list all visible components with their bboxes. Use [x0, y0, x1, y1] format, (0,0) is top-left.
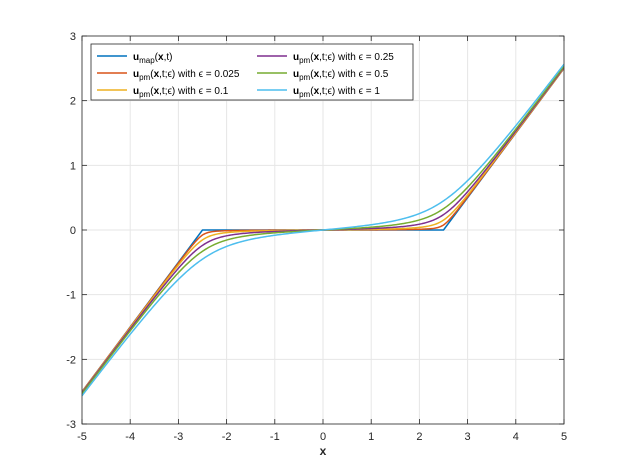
y-tick-label: 1 — [70, 160, 76, 172]
legend-subscript: pm — [139, 73, 150, 82]
legend-arg: x — [154, 86, 160, 97]
x-tick-label: 2 — [416, 431, 422, 443]
y-tick-labels: -3 -2 -1 0 1 2 3 — [66, 31, 76, 431]
series-line-5 — [82, 63, 564, 397]
legend-arg: x — [314, 52, 320, 63]
legend-arg: x — [314, 69, 320, 80]
legend-arg: ,t;ϵ) with ϵ = 0.025 — [159, 69, 240, 80]
legend-symbol: u — [293, 86, 299, 97]
x-tick-label: 4 — [513, 431, 519, 443]
legend-subscript: map — [139, 56, 155, 65]
x-tick-label: -1 — [270, 431, 280, 443]
legend-entry: upm(x,t;ϵ) with ϵ = 0.25 — [293, 52, 394, 65]
x-tick-label: -5 — [77, 431, 87, 443]
x-tick-label: 1 — [368, 431, 374, 443]
y-tick-label: -3 — [66, 419, 76, 431]
legend-entry: umap(x,t) — [133, 52, 172, 65]
y-tick-label: 3 — [70, 31, 76, 43]
legend-arg: x — [314, 86, 320, 97]
legend-arg: x — [158, 52, 164, 63]
y-tick-label: -2 — [66, 354, 76, 366]
series-lines — [82, 63, 564, 397]
legend-paren: ( — [310, 86, 314, 97]
axis-ticks — [81, 35, 565, 425]
x-tick-labels: -5 -4 -3 -2 -1 0 1 2 3 4 5 — [77, 431, 567, 443]
x-tick-label: -2 — [222, 431, 232, 443]
y-tick-label: 0 — [70, 225, 76, 237]
legend-subscript: pm — [299, 90, 310, 99]
legend-entry: upm(x,t;ϵ) with ϵ = 1 — [293, 86, 380, 99]
legend-symbol: u — [133, 86, 139, 97]
legend-symbol: u — [133, 52, 139, 63]
legend-arg: ,t;ϵ) with ϵ = 0.5 — [319, 69, 389, 80]
x-axis-label: x — [320, 444, 327, 458]
legend-subscript: pm — [139, 90, 150, 99]
legend-paren: ( — [310, 52, 314, 63]
legend-entry: upm(x,t;ϵ) with ϵ = 0.025 — [133, 69, 240, 82]
legend-symbol: u — [133, 69, 139, 80]
x-tick-label: 5 — [561, 431, 567, 443]
legend-entry: upm(x,t;ϵ) with ϵ = 0.5 — [293, 69, 389, 82]
legend-arg: x — [154, 69, 160, 80]
legend-paren: ( — [310, 69, 314, 80]
x-tick-label: -4 — [125, 431, 135, 443]
legend-subscript: pm — [299, 56, 310, 65]
y-tick-label: 2 — [70, 96, 76, 108]
legend-entry: upm(x,t;ϵ) with ϵ = 0.1 — [133, 86, 229, 99]
x-tick-label: 0 — [320, 431, 326, 443]
legend-arg: ,t;ϵ) with ϵ = 1 — [319, 86, 380, 97]
legend-arg: ,t) — [164, 52, 173, 63]
x-tick-label: 3 — [465, 431, 471, 443]
legend-box — [90, 43, 414, 101]
legend-subscript: pm — [299, 73, 310, 82]
legend-paren: ( — [150, 69, 154, 80]
legend-symbol: u — [293, 52, 299, 63]
x-tick-label: -3 — [174, 431, 184, 443]
legend-arg: ,t;ϵ) with ϵ = 0.25 — [319, 52, 394, 63]
legend-paren: ( — [155, 52, 159, 63]
legend-symbol: u — [293, 69, 299, 80]
legend-arg: ,t;ϵ) with ϵ = 0.1 — [159, 86, 229, 97]
legend: umap(x,t)upm(x,t;ϵ) with ϵ = 0.025upm(x,… — [90, 43, 414, 101]
y-tick-label: -1 — [66, 290, 76, 302]
legend-paren: ( — [150, 86, 154, 97]
